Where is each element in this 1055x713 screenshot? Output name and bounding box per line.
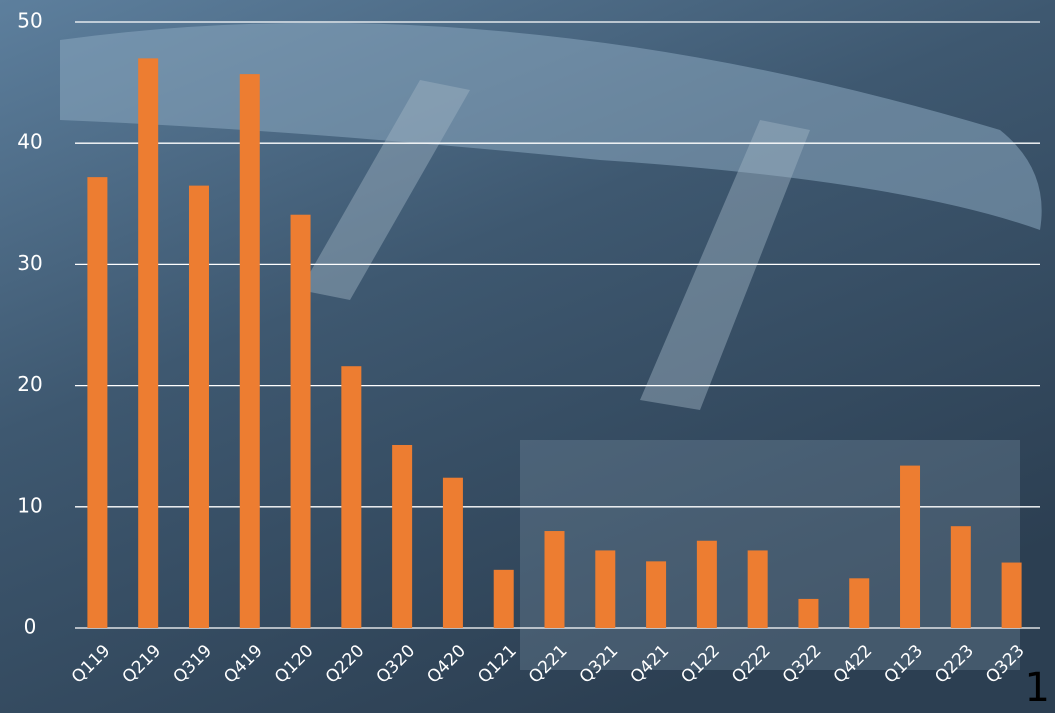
bar [87,177,108,629]
bar [747,550,768,628]
y-tick-label: 30 [17,251,42,275]
y-tick-label: 20 [17,372,42,396]
y-tick-label: 0 [24,615,37,639]
bar [595,550,616,628]
bar [392,444,413,628]
stairs-shape [300,80,810,410]
bar [239,74,260,629]
page-number: 1 [1025,665,1050,711]
y-tick-label: 50 [17,9,42,33]
bar [646,561,667,628]
bar [290,214,311,628]
bar [188,185,209,628]
bar [849,578,870,628]
bar [1001,562,1022,628]
bar [138,58,159,629]
bar [341,366,362,628]
y-tick-label: 10 [17,493,42,517]
bar [798,598,819,628]
bar [950,526,971,628]
airplane-shape [60,22,1042,230]
bar [493,569,514,628]
y-tick-label: 40 [17,130,42,154]
bar [442,477,463,628]
bar [696,540,717,628]
bar [900,465,921,628]
cargo-shape [520,440,1020,670]
bar [544,531,565,628]
